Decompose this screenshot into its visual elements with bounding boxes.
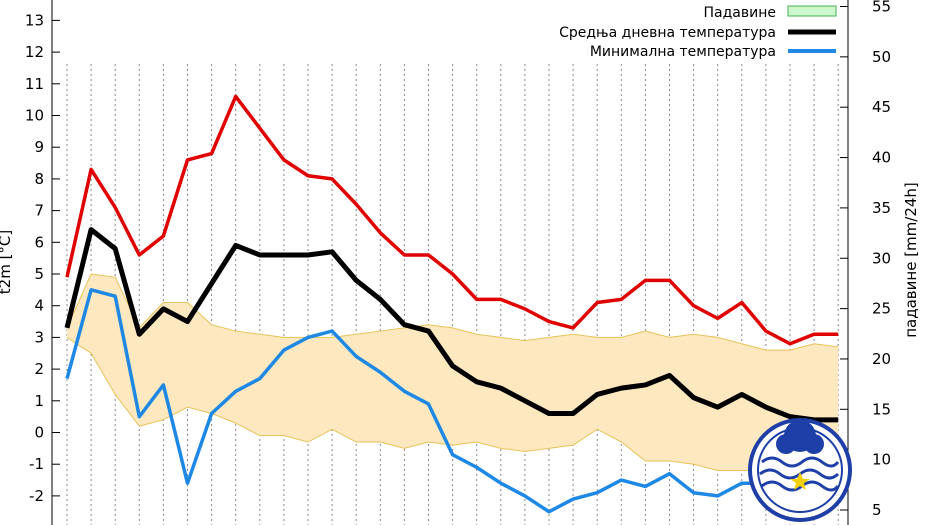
left-tick-label: 4: [34, 297, 44, 315]
plot-area: [64, 94, 839, 514]
right-tick-label: 45: [872, 98, 891, 116]
legend: Падавине Средња дневна температура Миним…: [559, 5, 837, 60]
right-axis: 5 10 15 20 25 30 35 40 45 50 55: [840, 0, 891, 525]
left-tick-label: 0: [34, 424, 44, 442]
left-tick-label: 5: [34, 265, 44, 283]
series-line-min: [65, 288, 839, 514]
rhmz-logo: [748, 418, 852, 522]
grid: [66, 64, 839, 525]
legend-label-precip: Падавине: [704, 5, 776, 21]
right-tick-label: 10: [872, 451, 891, 469]
right-tick-label: 5: [872, 501, 882, 519]
right-tick-label: 15: [872, 400, 891, 418]
left-tick-label: 7: [34, 202, 44, 220]
right-tick-label: 20: [872, 350, 891, 368]
envelope-lower-edge: [66, 336, 839, 478]
right-tick-label: 55: [872, 0, 891, 16]
legend-label-min: Минимална температура: [590, 44, 776, 60]
left-tick-label: 12: [25, 43, 44, 61]
left-tick-label: 9: [34, 138, 44, 156]
legend-swatch-precip: [787, 5, 837, 17]
left-tick-label: 6: [34, 233, 44, 251]
left-tick-label: 8: [34, 170, 44, 188]
left-tick-label: 13: [25, 11, 44, 29]
legend-label-mean: Средња дневна температура: [559, 25, 776, 41]
envelope-band: [67, 274, 839, 477]
left-tick-label: 11: [25, 75, 44, 93]
left-tick-label: 3: [34, 328, 44, 346]
series-line-mean: [64, 227, 839, 423]
left-tick-label: -2: [29, 487, 44, 505]
right-tick-label: 35: [872, 199, 891, 217]
right-tick-label: 30: [872, 249, 891, 267]
left-tick-label: 10: [25, 107, 44, 125]
right-tick-label: 25: [872, 300, 891, 318]
right-tick-label: 40: [872, 149, 891, 167]
y-axis-label-left: t2m [°C]: [0, 230, 14, 294]
series-line-max: [65, 94, 839, 346]
y-axis-label-right: падавине [mm/24h]: [902, 182, 920, 338]
right-tick-label: 50: [872, 48, 891, 66]
left-tick-label: 2: [34, 360, 44, 378]
left-tick-label: 1: [34, 392, 44, 410]
left-tick-label: -1: [29, 455, 44, 473]
